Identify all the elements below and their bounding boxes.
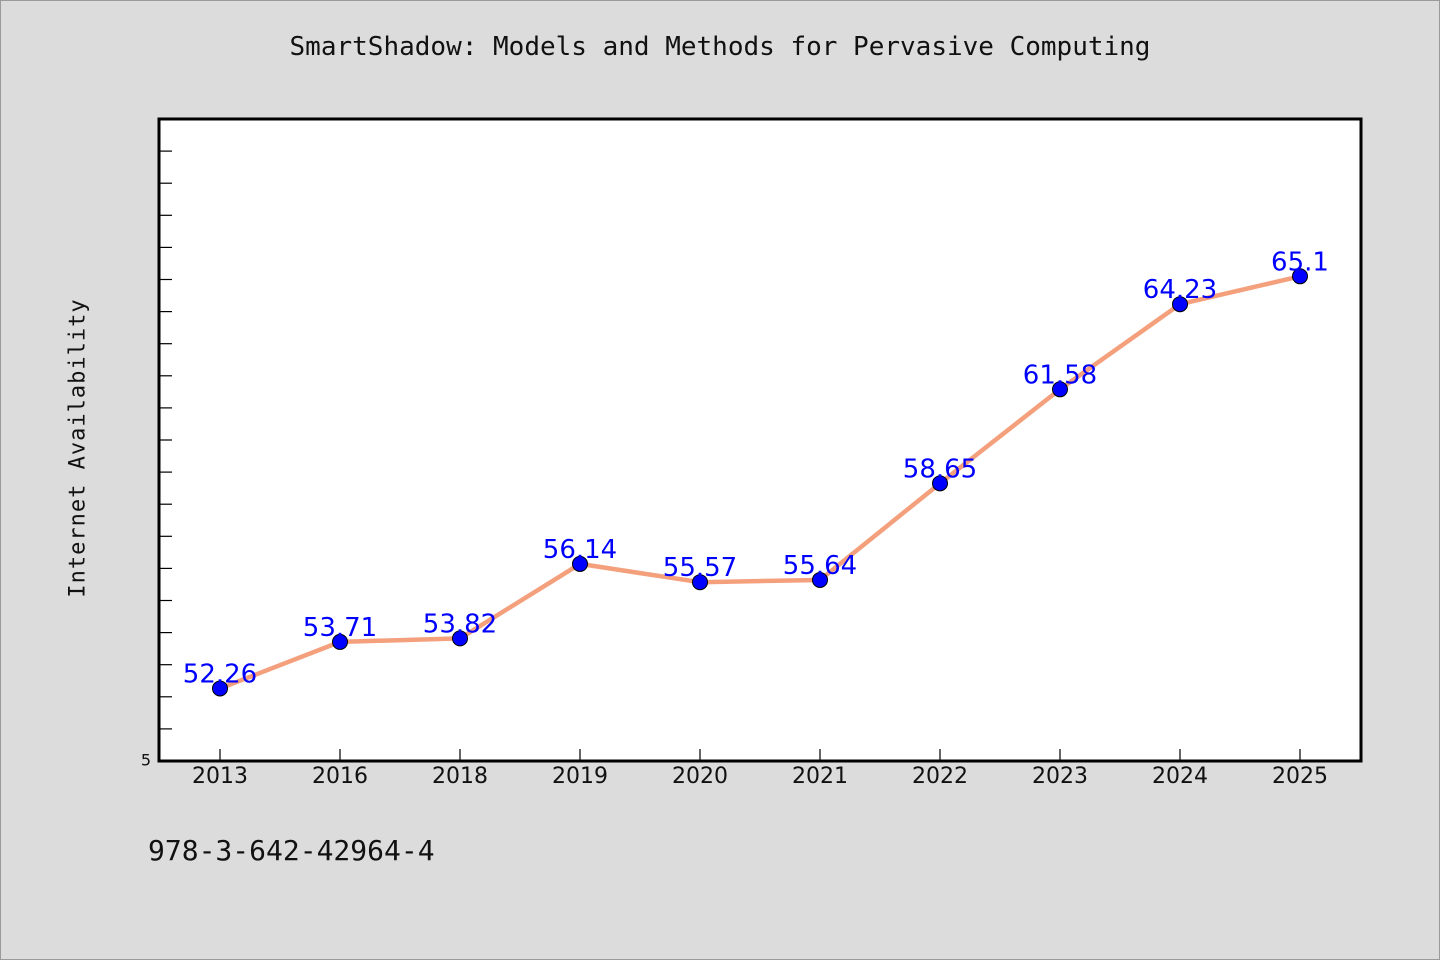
markers	[212, 268, 1308, 697]
data-point	[572, 555, 588, 572]
data-point	[332, 633, 348, 650]
x-tick-labels: 2013 2016 2018 2019 2020 2021 2022 2023 2024 2025	[192, 764, 1328, 789]
x-tick-label: 2023	[1032, 764, 1088, 789]
data-label: 52.26	[183, 659, 257, 689]
data-label: 55.64	[783, 551, 857, 581]
x-tick-label: 2024	[1152, 764, 1208, 789]
y-tick-label: 5	[141, 751, 151, 770]
footer-isbn: 978-3-642-42964-4	[148, 834, 435, 867]
data-label: 55.57	[663, 553, 737, 583]
data-point	[932, 475, 948, 492]
x-tick-label: 2022	[912, 764, 968, 789]
x-tick-label: 2018	[432, 764, 488, 789]
data-point	[692, 574, 708, 591]
x-tick-label: 2020	[672, 764, 728, 789]
plot-area	[159, 119, 1361, 761]
plot-border	[157, 117, 1363, 763]
series-line-group	[217, 274, 1303, 691]
x-ticks	[219, 749, 1301, 761]
x-tick-label: 2016	[312, 764, 368, 789]
data-label: 53.82	[423, 609, 497, 639]
y-tick-labels: 5	[141, 751, 151, 770]
data-point	[1052, 381, 1068, 398]
x-tick-label: 2019	[552, 764, 608, 789]
data-label: 64.23	[1143, 275, 1217, 305]
data-label: 56.14	[543, 535, 617, 565]
data-point	[452, 630, 468, 647]
data-label: 61.58	[1023, 360, 1097, 390]
x-tick-label: 2013	[192, 764, 248, 789]
data-point	[1292, 268, 1308, 285]
data-label: 65.1	[1271, 247, 1329, 277]
x-tick-label: 2025	[1272, 764, 1328, 789]
x-tick-label: 2021	[792, 764, 848, 789]
data-label: 53.71	[303, 613, 377, 643]
chart-title: SmartShadow: Models and Methods for Perv…	[289, 32, 1151, 62]
data-labels: 52.26 53.71 53.82 56.14 55.57 55.64 58.65 61.58…	[183, 247, 1329, 689]
data-point	[212, 680, 228, 697]
series-line	[217, 274, 1303, 691]
y-minor-ticks	[159, 150, 172, 730]
data-label: 58.65	[903, 454, 977, 484]
data-point	[812, 571, 828, 588]
data-point	[1172, 296, 1188, 313]
